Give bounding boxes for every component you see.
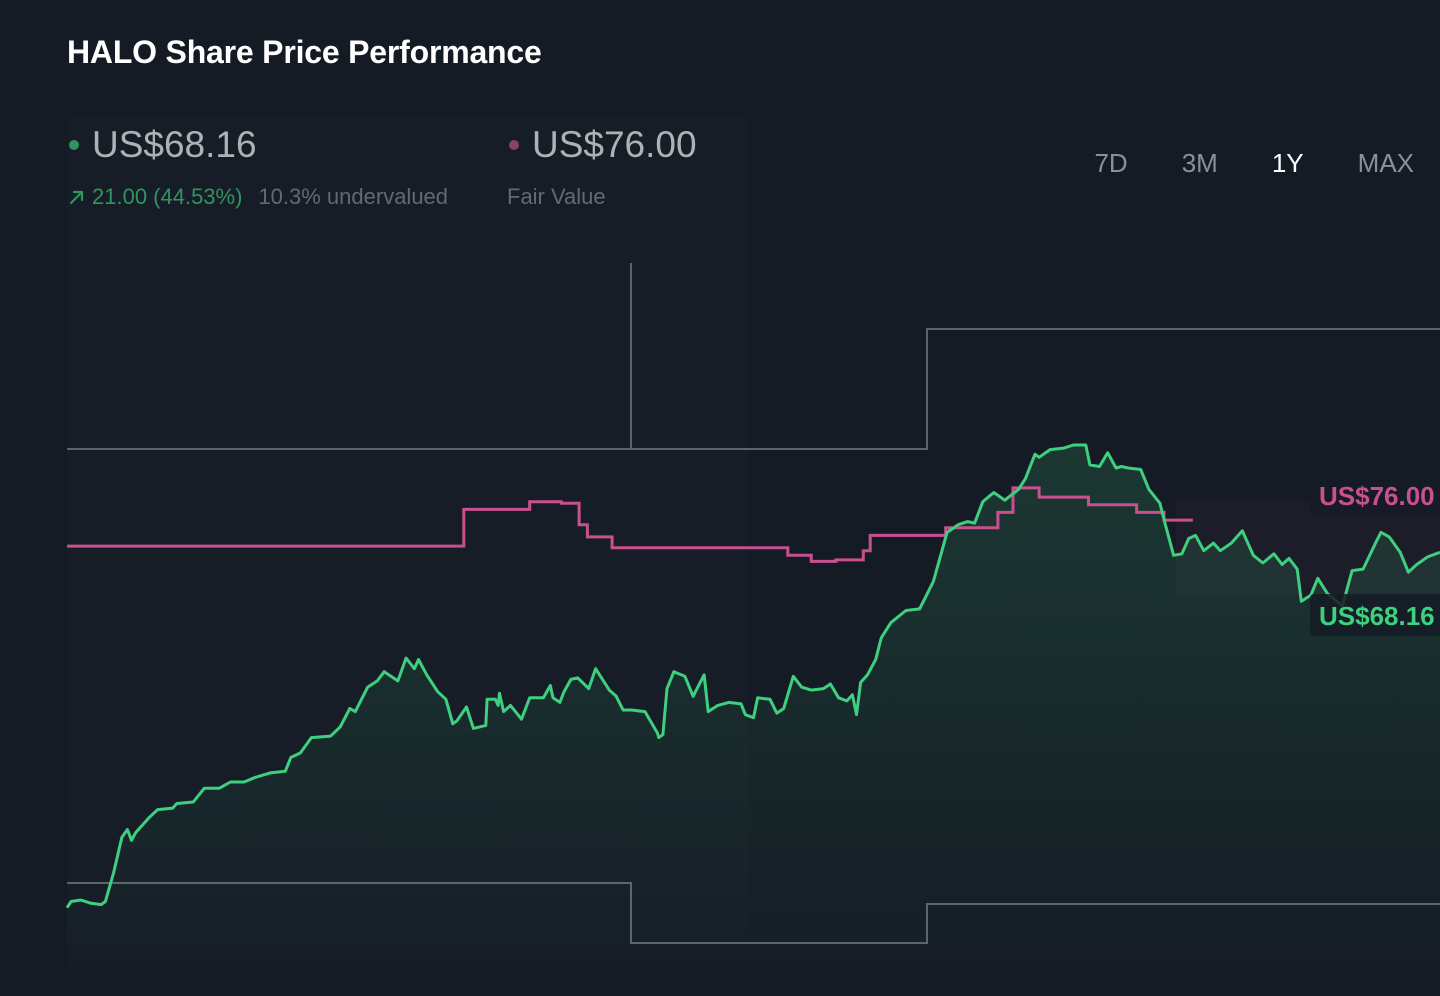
current-price-dot-icon (69, 140, 79, 150)
share-price-end-label-text: US$68.16 (1319, 601, 1435, 631)
timeframe-tabs: 7D 3M 1Y MAX (1040, 148, 1414, 179)
share-price-line (65, 443, 1440, 909)
fair-value-end-label: US$76.00 (1310, 474, 1440, 516)
tab-1y[interactable]: 1Y (1271, 148, 1304, 178)
tab-7d[interactable]: 7D (1094, 148, 1128, 178)
price-area (67, 445, 1440, 996)
tab-3m[interactable]: 3M (1181, 148, 1218, 178)
valuation-status: 10.3% undervalued (258, 184, 449, 209)
fair-value-block: US$76.00 Fair Value (507, 124, 697, 210)
fair-value-dot-icon (509, 140, 519, 150)
fair-value-line (67, 486, 1193, 563)
fair-value-end-label-bg (1310, 474, 1440, 516)
fair-value-label: Fair Value (507, 184, 606, 209)
share-price-end-label: US$68.16 (1310, 594, 1440, 636)
fair-value-end-label-text: US$76.00 (1319, 481, 1435, 511)
price-change-value: 21.00 (44.53%) (92, 184, 243, 209)
valuation-band-line (67, 328, 1440, 450)
price-change: 21.00 (44.53%) (67, 184, 242, 210)
fair-value-price: US$76.00 (532, 124, 697, 165)
current-price-value: US$68.16 (92, 124, 257, 165)
share-price-end-label-bg (1310, 594, 1440, 636)
tab-max[interactable]: MAX (1357, 148, 1414, 178)
arrow-up-right-icon (69, 190, 84, 205)
current-price-block: US$68.16 21.00 (44.53%) 10.3% undervalue… (67, 124, 448, 210)
chart-title: HALO Share Price Performance (67, 34, 542, 70)
